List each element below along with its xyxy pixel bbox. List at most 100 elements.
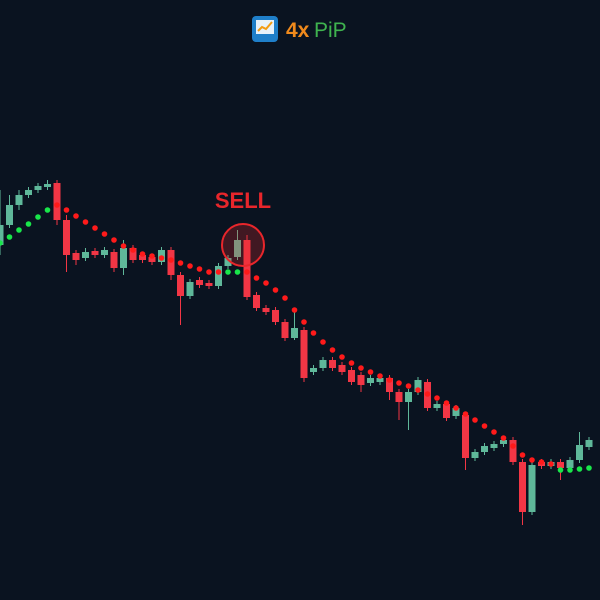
candle-body [148, 257, 156, 262]
sar-dot [225, 269, 231, 275]
sar-dot [253, 275, 260, 281]
candle-body [215, 266, 222, 286]
candle-body [110, 252, 118, 268]
candle-body [443, 404, 450, 418]
sar-dot [491, 429, 497, 435]
sar-dot [434, 395, 440, 401]
sar-dot [358, 365, 364, 371]
sar-dot [272, 287, 279, 293]
sar-dot [206, 269, 212, 275]
candle-body [310, 368, 317, 372]
sar-dot [215, 269, 222, 275]
candle-body [224, 258, 232, 266]
candle-body [253, 295, 260, 308]
sar-dot [130, 247, 136, 253]
candle-body [471, 452, 479, 458]
plot [0, 180, 593, 525]
sar-dot [386, 377, 393, 383]
candle-body [91, 251, 99, 255]
sar-dot [35, 214, 41, 220]
candle-body [186, 282, 194, 296]
candle-body [272, 310, 279, 322]
sar-dot [519, 452, 526, 458]
sar-dot [339, 354, 345, 360]
candle-body [0, 225, 4, 245]
candle-body [338, 365, 346, 372]
candle-body [72, 253, 80, 260]
sar-dot [443, 400, 450, 406]
sar-dot [576, 466, 583, 472]
candle-body [433, 404, 441, 408]
candle-body [319, 360, 327, 368]
sar-dot [567, 467, 573, 473]
sar-dot [291, 307, 298, 313]
sar-dot [158, 255, 165, 261]
sar-dot [348, 360, 355, 366]
candle-body [243, 240, 251, 297]
sar-dot [196, 266, 203, 272]
candle-body [566, 460, 574, 468]
candle-body [291, 328, 298, 338]
candle-body [139, 255, 146, 260]
candle-body [101, 250, 108, 255]
candle-body [34, 186, 42, 190]
candle-body [405, 392, 412, 402]
candle-body [376, 378, 384, 382]
candle-body [576, 445, 583, 460]
candle-body [53, 183, 61, 220]
candle-body [395, 392, 403, 402]
sar-dot [424, 391, 431, 397]
sar-dot [586, 465, 592, 471]
candle-body [129, 248, 137, 260]
sar-dot [263, 280, 269, 286]
sar-dot [377, 373, 383, 379]
candle-body [357, 375, 365, 385]
logo-text: PiP [314, 19, 347, 42]
sar-dot [548, 461, 554, 467]
candle-body [490, 444, 498, 448]
sar-dot [177, 260, 184, 266]
sar-dot [529, 457, 535, 463]
sar-dot [415, 387, 421, 393]
sar-dot [367, 369, 374, 375]
sar-dot [453, 405, 459, 411]
candle-body [452, 408, 460, 416]
sar-dot [82, 219, 89, 225]
sar-dot [538, 459, 545, 465]
sar-dot [310, 330, 317, 336]
candle-body [120, 248, 127, 268]
candle-body [329, 360, 336, 368]
candle-body [196, 280, 203, 285]
sar-dot [120, 243, 127, 249]
sar-dot [557, 467, 564, 473]
sar-dot [73, 213, 79, 219]
sar-dot [187, 263, 193, 269]
sar-dot [16, 227, 22, 233]
sar-dot [92, 225, 98, 231]
signal-circle [221, 223, 265, 267]
candle-body [509, 440, 517, 462]
sar-dot [462, 411, 469, 417]
candle-body [519, 462, 526, 512]
candle-body [25, 190, 32, 195]
candle-body [44, 184, 51, 187]
sar-dot [54, 202, 60, 208]
logo: 4x PiP [252, 16, 347, 42]
sar-dot [282, 295, 288, 301]
sar-dot [25, 221, 32, 227]
sar-dot [111, 237, 117, 243]
sar-dot [44, 207, 51, 213]
sar-dot [405, 383, 412, 389]
sar-dot [396, 380, 402, 386]
sar-dot [510, 443, 516, 449]
sar-dot [320, 339, 326, 345]
sar-dot [101, 231, 108, 237]
candle-body [557, 462, 564, 468]
candle-body [6, 205, 13, 225]
candle-body [300, 330, 308, 378]
candle-body [234, 240, 241, 257]
candle-body [414, 380, 422, 392]
candle-body [205, 283, 213, 286]
candle-body [462, 415, 469, 458]
candle-body [367, 378, 374, 383]
